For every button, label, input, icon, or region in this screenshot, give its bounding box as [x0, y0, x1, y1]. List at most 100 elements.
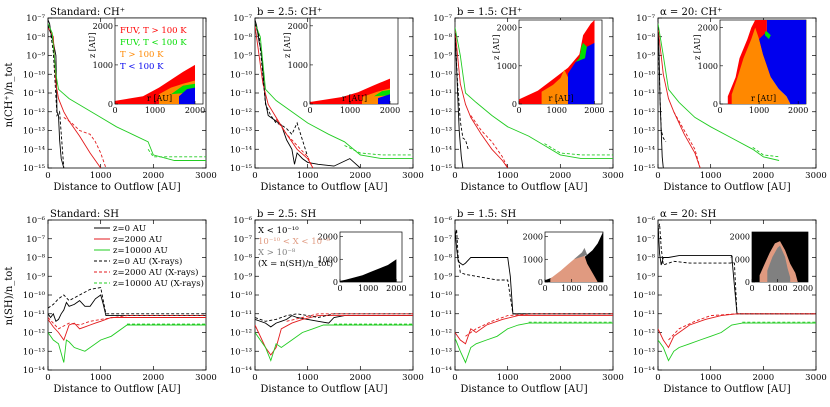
inset-x-tick-label: 0 [307, 106, 312, 115]
series-line-4 [275, 119, 314, 168]
inset-region-3 [765, 31, 771, 40]
x-tick-label: 3000 [402, 373, 424, 383]
y-tick-label: 10⁻⁷ [636, 235, 655, 245]
x-tick-label: 3000 [195, 373, 217, 383]
y-tick-label: 10⁻¹⁵ [430, 164, 453, 174]
y-tick-label: 10⁻¹² [23, 108, 45, 118]
y-tick-label: 10⁻¹⁰ [23, 291, 46, 301]
y-tick-label: 10⁻⁷ [433, 235, 452, 245]
x-tick-label: 2000 [143, 373, 165, 383]
inset-plot: 0 1000 2000 0 1000 2000 [318, 231, 407, 293]
y-tick-label: 10⁻¹¹ [633, 310, 655, 320]
y-tick-label: 10⁻¹⁵ [23, 164, 46, 174]
series-line-4 [465, 313, 613, 337]
y-tick-label: 10⁻⁸ [433, 254, 452, 264]
inset-y-tick-label: 2000 [288, 22, 308, 31]
y-tick-label: 10⁻¹² [633, 329, 655, 339]
inset-x-tick-label: 0 [717, 106, 722, 115]
y-tick-label: 10⁻⁹ [636, 272, 655, 282]
series-line-4 [63, 117, 107, 168]
chart-panel-7: 0 1000 2000 3000 10⁻¹⁴ 10⁻¹³ 10⁻¹² 10⁻¹¹ 10⁻¹⁰ 10… [633, 209, 827, 395]
x-tick-label: 1000 [497, 373, 519, 383]
inset-x-tick-label: 0 [749, 284, 754, 293]
inset-y-tick-label: 1000 [698, 62, 718, 71]
x-axis-label: Distance to Outflow [AU] [663, 182, 790, 193]
series-line-2 [658, 23, 780, 161]
panel-title: Standard: CH⁺ [50, 7, 125, 18]
y-tick-label: 10⁻¹² [230, 108, 252, 118]
y-tick-label: 10⁻¹⁴ [430, 145, 453, 155]
y-tick-label: 10⁻⁸ [433, 33, 452, 43]
series-line-5 [752, 147, 780, 158]
inset-x-tick-label: 0 [112, 106, 117, 115]
inset-plot: 0 1000 2000 0 1000 2000 [730, 231, 813, 293]
series-line-0 [255, 19, 361, 168]
inset-plot: 0 1000 2000 0 1000 2000 r [AU] z [AU] [693, 19, 808, 115]
series-line-2 [255, 324, 413, 362]
series-line-5 [544, 143, 613, 156]
y-tick-label: 10⁻¹³ [633, 127, 655, 137]
series-line-3 [48, 286, 206, 315]
y-tick-label: 10⁻¹² [430, 108, 452, 118]
series-legend-label: z=10000 AU [113, 246, 168, 256]
x-tick-label: 0 [252, 171, 257, 181]
x-tick-label: 0 [45, 373, 50, 383]
y-tick-label: 10⁻¹⁴ [430, 366, 453, 376]
x-tick-label: 1000 [497, 171, 519, 181]
y-tick-label: 10⁻¹¹ [23, 310, 45, 320]
y-tick-label: 10⁻¹² [23, 329, 45, 339]
series-line-3 [48, 25, 65, 168]
inset-region-2 [374, 89, 390, 97]
y-tick-label: 10⁻¹² [633, 108, 655, 118]
series-line-3 [255, 313, 413, 322]
inset-region-3 [378, 94, 390, 104]
x-tick-label: 1000 [90, 373, 112, 383]
series-line-2 [48, 23, 206, 161]
chart-panel-3: 0 1000 2000 3000 10⁻¹⁵ 10⁻¹⁴ 10⁻¹³ 10⁻¹² 10⁻¹¹ 10… [633, 7, 827, 193]
inset-plot: 0 1000 2000 0 1000 2000 r [AU] z [AU] [492, 19, 605, 115]
y-tick-label: 10⁻¹⁰ [430, 70, 453, 80]
y-tick-label: 10⁻¹¹ [230, 89, 252, 99]
series-line-1 [48, 317, 206, 341]
y-tick-label: 10⁻⁶ [433, 216, 452, 226]
inset-region-3 [575, 42, 587, 62]
x-tick-label: 1000 [700, 373, 722, 383]
inset-y-tick-label: 2000 [93, 22, 113, 31]
x-tick-label: 0 [252, 373, 257, 383]
inset-y-label: z [AU] [492, 34, 501, 60]
inset-x-tick-label: 0 [516, 106, 521, 115]
x-tick-label: 2000 [350, 373, 372, 383]
inset-y-label: z [AU] [693, 34, 702, 60]
y-tick-label: 10⁻¹⁴ [23, 145, 46, 155]
chart-panel-5: 0 1000 2000 3000 10⁻¹⁴ 10⁻¹³ 10⁻¹² 10⁻¹¹ 10⁻¹⁰ 10… [230, 209, 424, 395]
y-tick-label: 10⁻⁹ [433, 52, 452, 62]
x-tick-label: 0 [655, 171, 660, 181]
inset-x-tick-label: 2000 [588, 284, 608, 293]
x-tick-label: 1000 [297, 171, 319, 181]
y-tick-label: 10⁻⁸ [26, 254, 45, 264]
series-line-1 [455, 315, 613, 345]
series-line-4 [286, 313, 413, 322]
y-tick-label: 10⁻¹¹ [633, 89, 655, 99]
series-legend-label: z=0 AU (X-rays) [113, 256, 182, 267]
inset-y-tick-label: 0 [512, 100, 517, 109]
inset-x-tick-label: 2000 [185, 106, 205, 115]
series-line-5 [147, 149, 206, 158]
inset-x-label: r [AU] [549, 94, 574, 103]
region-legend-bottom-item: X < 10⁻¹⁰ [258, 226, 299, 236]
x-tick-label: 0 [452, 373, 457, 383]
chart-panel-0: 0 1000 2000 3000 10⁻¹⁵ 10⁻¹⁴ 10⁻¹³ 10⁻¹² 10⁻¹¹ 10… [23, 7, 217, 193]
panel-title: α = 20: SH [660, 209, 717, 220]
inset-x-tick-label: 0 [542, 284, 547, 293]
inset-y-tick-label: 2000 [318, 233, 338, 242]
x-tick-label: 3000 [602, 171, 624, 181]
x-tick-label: 1000 [297, 373, 319, 383]
x-tick-label: 3000 [602, 373, 624, 383]
series-line-3 [658, 27, 667, 143]
inset-x-tick-label: 2000 [380, 106, 400, 115]
series-line-2 [658, 322, 816, 362]
series-line-1 [455, 29, 509, 168]
y-tick-label: 10⁻⁹ [26, 52, 45, 62]
